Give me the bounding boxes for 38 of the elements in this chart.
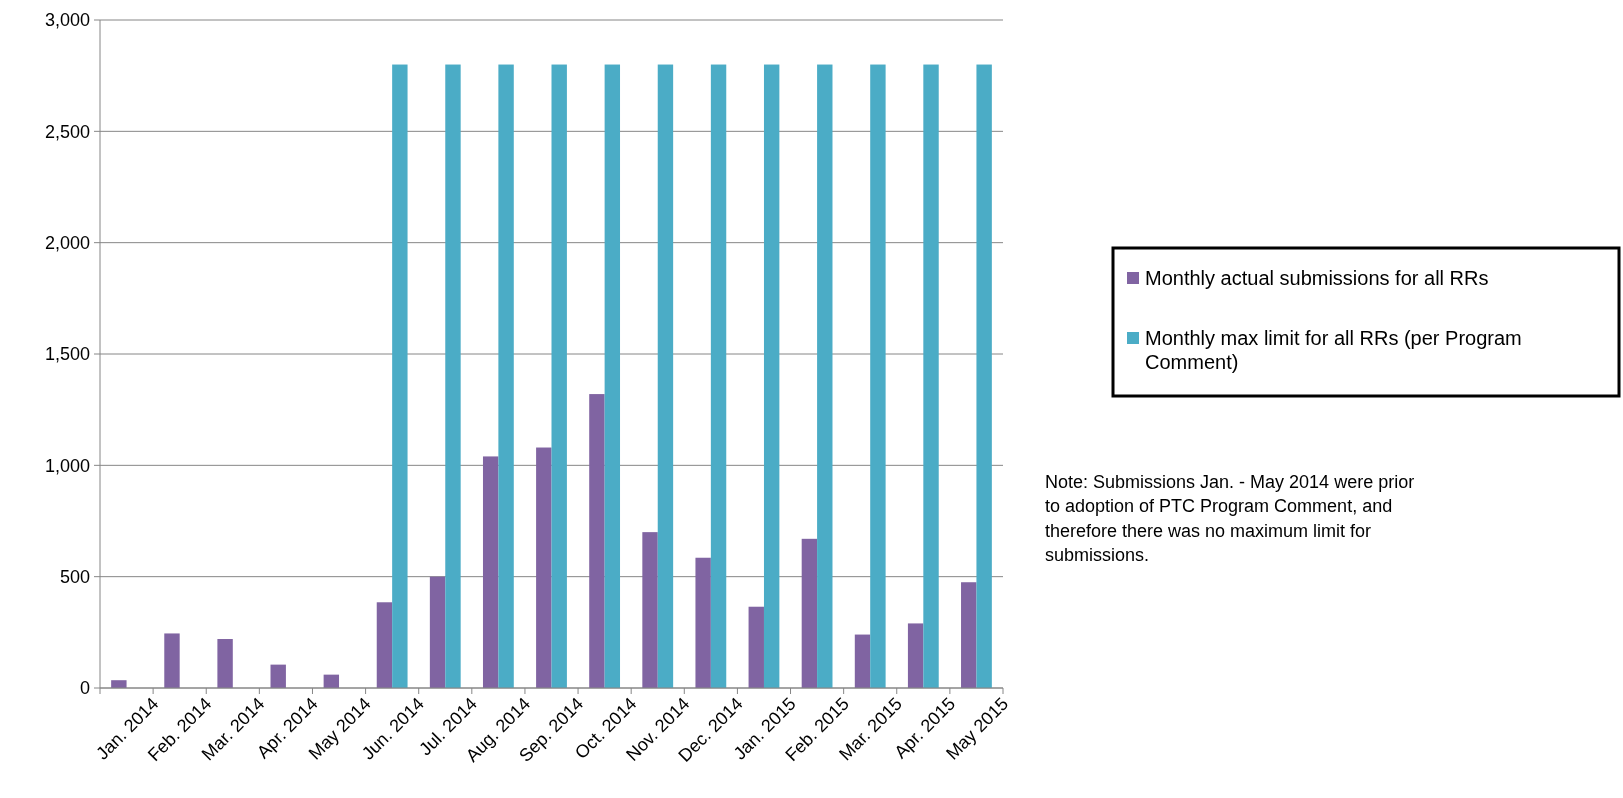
bar <box>482 456 499 688</box>
y-tick-label: 1,000 <box>44 455 90 476</box>
text: Note: Submissions Jan. - May 2014 were prior to adoption of PTC Program Comment, and therefore there was no maximum limit for submissions. <box>1045 472 1415 565</box>
bar <box>164 633 180 688</box>
bar <box>695 557 711 688</box>
bar <box>589 394 605 688</box>
bar <box>392 64 408 688</box>
y-tick-label: 2,500 <box>44 121 90 142</box>
bar <box>817 64 833 688</box>
bar <box>270 664 286 688</box>
bar <box>429 576 446 688</box>
legend-label: Monthly max limit for all RRs (per Program Comment) <box>1145 327 1522 373</box>
bar <box>907 623 924 688</box>
bar <box>536 447 552 688</box>
bar <box>923 64 939 688</box>
bar <box>604 64 621 688</box>
bar <box>763 64 780 688</box>
bar <box>748 606 764 688</box>
y-tick-label: 3,000 <box>44 10 90 31</box>
bar <box>498 64 514 688</box>
bar <box>710 64 727 688</box>
bar <box>217 639 233 688</box>
bar <box>870 64 886 688</box>
bar <box>642 532 658 688</box>
bar <box>854 634 871 688</box>
bar <box>801 538 818 688</box>
bar <box>111 680 127 688</box>
y-tick-label: 500 <box>59 566 90 587</box>
y-tick-label: 2,000 <box>44 232 90 253</box>
y-tick-label: 0 <box>79 678 90 699</box>
legend-label: Monthly actual submissions for all RRs <box>1145 267 1489 289</box>
y-tick-label: 1,500 <box>44 344 90 365</box>
bar <box>657 64 674 688</box>
bar <box>976 64 992 688</box>
bar <box>551 64 567 688</box>
bar <box>376 602 393 688</box>
bar <box>961 582 977 688</box>
bar <box>445 64 461 688</box>
